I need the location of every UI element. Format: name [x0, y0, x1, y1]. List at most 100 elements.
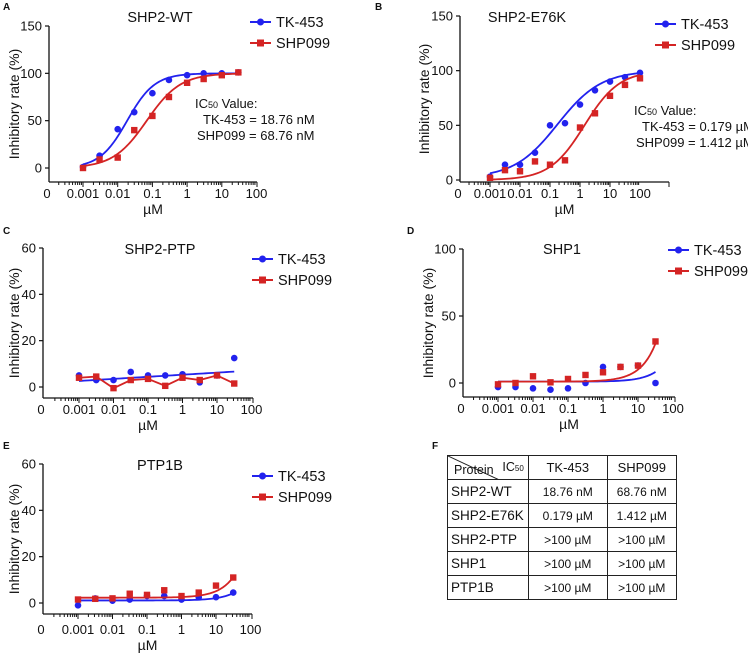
panel-letter-f: F	[432, 441, 439, 452]
data-point	[179, 374, 186, 381]
data-point	[652, 338, 659, 345]
x-tick-label: 0.1	[559, 401, 577, 416]
data-point	[200, 75, 207, 83]
cell-value: >100 µM	[606, 551, 677, 576]
diagonal-divider	[448, 456, 498, 479]
data-point	[547, 379, 554, 386]
table-row: SHP2-PTP >100 µM >100 µM	[447, 527, 677, 552]
y-axis-label: Inhibitory rate (%)	[420, 268, 436, 378]
x-tick-label: 0.001	[63, 402, 96, 417]
data-point	[218, 72, 225, 79]
chart-panel-b: 0 50 100 150 0 0.001 0.01 0.1 1 10 100 µM Inhibitory…	[416, 9, 748, 218]
x-axis-label: µM	[138, 417, 158, 433]
data-point	[516, 161, 524, 168]
y-axis-label: Inhibitory rate (%)	[6, 268, 22, 378]
data-point	[196, 376, 203, 384]
data-point	[599, 363, 607, 371]
x-tick-label: 10	[603, 186, 617, 201]
y-tick-label: 40	[22, 503, 36, 518]
x-tick-label: 1	[178, 622, 185, 637]
series-tk-453	[75, 354, 238, 386]
x-tick-label: 0.01	[507, 186, 532, 201]
panel-letter-c: C	[3, 226, 11, 237]
ic-text: IC	[502, 460, 515, 474]
data-point	[96, 156, 103, 163]
data-point	[109, 595, 116, 602]
row-protein: SHP2-E76K	[447, 503, 529, 528]
x-tick-label: 0.001	[62, 622, 95, 637]
x-tick-label: 0.001	[482, 401, 515, 416]
data-point	[149, 112, 156, 120]
ic50-annotation-title: IC50 Value:	[195, 96, 258, 111]
data-point	[114, 154, 121, 161]
legend-label: SHP099	[278, 490, 332, 506]
legend-marker-circle	[259, 255, 266, 263]
x-tick-label: 10	[215, 186, 229, 201]
y-tick-label: 100	[431, 63, 453, 78]
data-point	[501, 166, 509, 174]
data-point	[130, 108, 138, 116]
data-point	[161, 372, 169, 379]
ic50-table: IC50 Protein TK-453 SHP099 SHP2-WT 18.76 …	[447, 455, 677, 600]
table-row: SHP2-E76K 0.179 µM 1.412 µM	[447, 503, 677, 528]
data-point	[529, 385, 537, 392]
y-tick-label: 20	[22, 549, 36, 564]
y-tick-label: 50	[28, 113, 42, 128]
corner-protein-label: Protein	[454, 463, 494, 477]
data-point	[617, 363, 624, 371]
chart-title: SHP2-WT	[127, 10, 192, 26]
ic-sub: 50	[514, 464, 524, 473]
table-row: SHP2-WT 18.76 nM 68.76 nM	[447, 479, 677, 504]
data-point	[230, 354, 238, 362]
data-point	[127, 376, 134, 384]
legend-marker-square	[259, 493, 266, 501]
table-row: SHP1 >100 µM >100 µM	[447, 551, 677, 576]
chart-panel-a: 0 50 100 150 0 0.001 0.01 0.1 1 10 100 µM Inhibitory…	[6, 10, 330, 217]
fit-curve	[78, 370, 235, 382]
ic50-annotation-title: IC50 Value:	[634, 103, 697, 118]
x-tick-label: 0	[454, 186, 461, 201]
y-tick-label: 0	[449, 376, 456, 391]
y-axis-label: Inhibitory rate (%)	[6, 49, 22, 159]
data-point	[531, 158, 539, 165]
row-protein: SHP2-PTP	[447, 527, 529, 552]
data-point	[564, 375, 572, 383]
cell-value: >100 µM	[527, 527, 608, 552]
fit-curve	[78, 374, 235, 390]
x-tick-label: 100	[629, 186, 651, 201]
cell-value: >100 µM	[606, 575, 677, 600]
table-corner-cell: IC50 Protein	[447, 455, 529, 480]
fit-curve	[77, 576, 234, 599]
data-point	[531, 149, 539, 156]
cell-value: 68.76 nM	[606, 479, 677, 504]
x-tick-label: 1	[576, 186, 583, 201]
legend-label: SHP099	[276, 36, 330, 52]
ic50-annotation-line: SHP099 = 1.412 µM	[636, 135, 748, 150]
x-tick-label: 10	[210, 402, 224, 417]
data-point	[546, 161, 554, 168]
x-tick-label: 0	[37, 622, 44, 637]
x-tick-label: 0.001	[67, 186, 100, 201]
data-point	[93, 373, 100, 380]
data-point	[229, 589, 237, 596]
x-tick-label: 0.01	[101, 402, 126, 417]
data-point	[501, 161, 509, 168]
data-point	[74, 602, 82, 609]
legend-marker-square	[675, 267, 682, 275]
data-point	[161, 587, 168, 594]
fit-curve	[489, 74, 641, 181]
x-axis-label: µM	[143, 201, 163, 217]
y-tick-label: 60	[22, 457, 36, 472]
legend-marker-circle	[257, 18, 264, 26]
ic50-annotation-line: SHP099 = 68.76 nM	[197, 128, 314, 143]
cell-value: >100 µM	[527, 575, 608, 600]
x-tick-label: 100	[240, 622, 262, 637]
fit-curve	[82, 72, 239, 167]
data-point	[165, 93, 173, 101]
data-point	[621, 81, 629, 89]
x-tick-label: 0.01	[520, 401, 545, 416]
ic50-annotation-line: TK-453 = 0.179 µM	[642, 119, 748, 134]
data-point	[127, 368, 135, 376]
y-tick-label: 20	[22, 333, 36, 348]
y-tick-label: 40	[22, 287, 36, 302]
